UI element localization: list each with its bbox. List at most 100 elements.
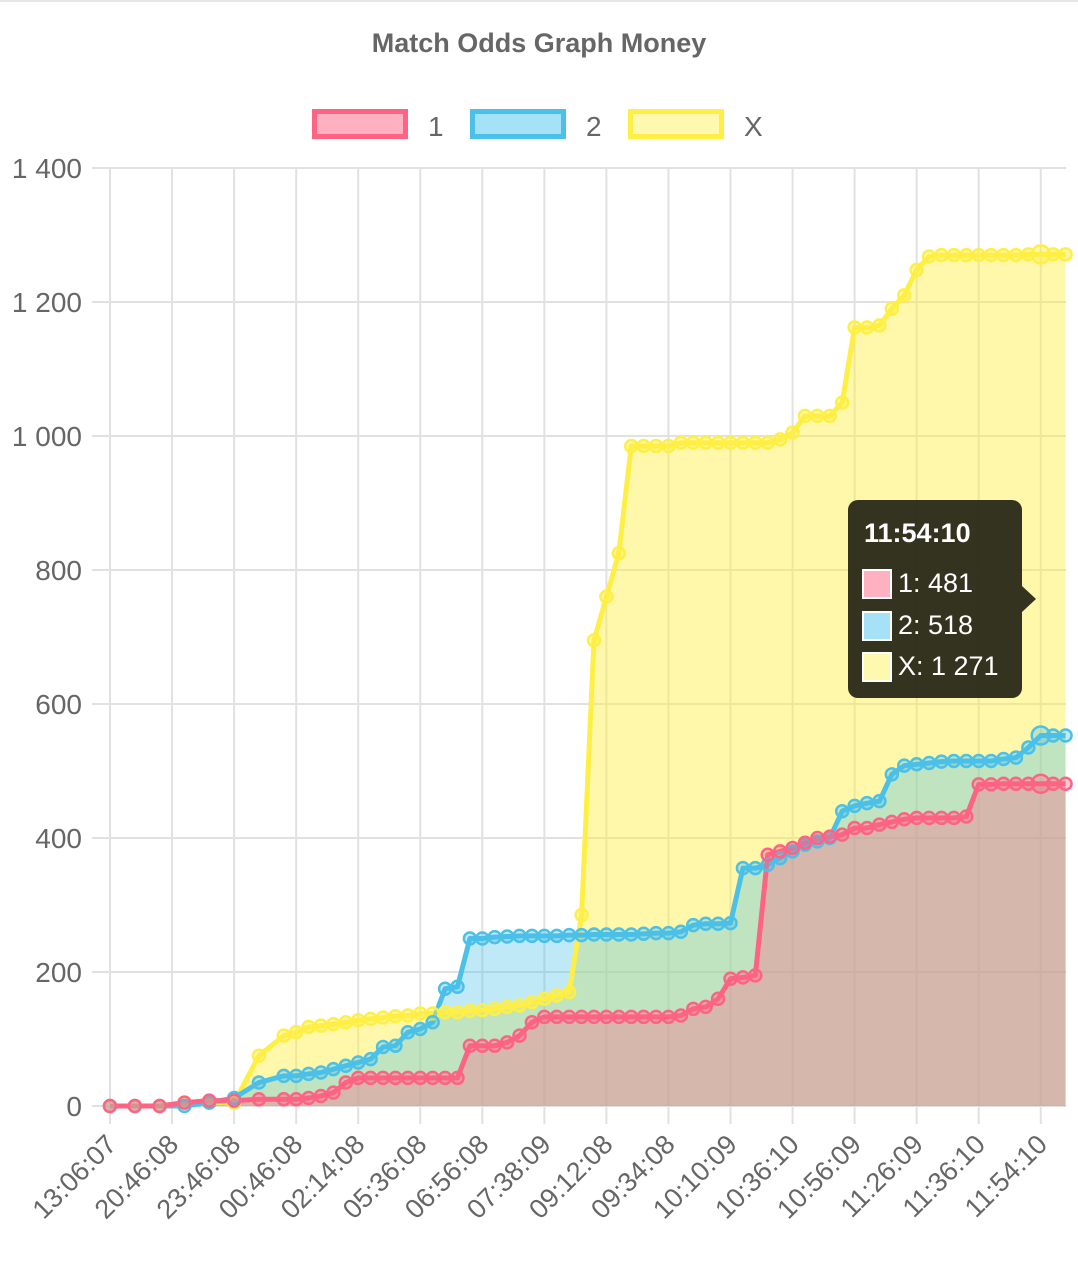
y-tick-label: 200 <box>35 957 82 988</box>
data-point-X <box>450 1004 465 1020</box>
legend-swatch-1 <box>312 109 408 139</box>
data-point-1 <box>785 840 800 856</box>
data-point-X <box>772 432 788 447</box>
data-point-X <box>847 320 862 335</box>
series-line-2 <box>110 732 1066 1109</box>
data-point-1 <box>499 1035 515 1050</box>
data-point-2 <box>698 916 713 932</box>
data-point-2 <box>599 927 614 942</box>
data-point-2 <box>251 1075 267 1090</box>
area-2 <box>110 735 1066 1106</box>
top-divider <box>0 0 1078 2</box>
data-point-2 <box>847 798 862 814</box>
data-point-1 <box>561 1009 577 1025</box>
data-point-X <box>822 408 838 424</box>
data-point-1 <box>772 844 788 859</box>
data-point-X <box>326 1017 341 1032</box>
data-point-1 <box>350 1070 366 1086</box>
tooltip-text-2: 2: 518 <box>898 610 974 640</box>
data-point-1 <box>512 1028 527 1043</box>
data-point-1 <box>313 1088 329 1104</box>
data-point-X <box>586 633 602 648</box>
data-point-2 <box>487 929 502 945</box>
data-point-X <box>400 1008 416 1023</box>
data-point-2 <box>648 925 664 941</box>
data-point-2 <box>499 929 515 944</box>
data-point-X <box>785 425 800 440</box>
data-point-2 <box>1030 725 1051 746</box>
grid <box>92 167 1066 1124</box>
y-tick-label: 0 <box>66 1091 82 1122</box>
data-point-X <box>363 1011 378 1027</box>
data-point-X <box>971 247 986 263</box>
data-point-1 <box>921 810 937 826</box>
data-point-X <box>723 435 738 450</box>
data-point-2 <box>760 857 775 873</box>
tooltip-text-1: 1: 481 <box>898 568 974 598</box>
data-point-1 <box>611 1009 627 1025</box>
data-point-2 <box>896 758 912 773</box>
data-point-X <box>301 1019 316 1035</box>
data-point-2 <box>884 767 900 782</box>
data-point-X <box>760 435 775 450</box>
data-point-X <box>499 999 515 1015</box>
data-point-2 <box>934 754 949 769</box>
y-tick-label: 800 <box>35 555 82 586</box>
data-point-1 <box>487 1038 502 1053</box>
data-point-2 <box>983 753 999 769</box>
data-point-1 <box>686 1001 701 1017</box>
data-point-X <box>1030 244 1051 265</box>
data-point-X <box>834 395 850 410</box>
area-1 <box>110 783 1066 1106</box>
data-point-2 <box>1058 728 1073 743</box>
tooltip-swatch-x <box>862 652 892 682</box>
data-point-1 <box>425 1070 440 1086</box>
data-point-X <box>313 1018 329 1033</box>
data-point-X <box>599 589 614 605</box>
data-point-1 <box>959 809 974 824</box>
data-point-X <box>537 991 552 1007</box>
data-point-1 <box>698 999 713 1015</box>
data-point-1 <box>859 820 875 836</box>
data-point-2 <box>450 979 465 994</box>
data-point-X <box>921 249 937 264</box>
data-point-X <box>859 320 875 335</box>
data-point-X <box>375 1010 391 1025</box>
data-point-X <box>524 994 540 1010</box>
series-areas <box>110 254 1066 1106</box>
data-point-1 <box>251 1092 267 1107</box>
data-point-2 <box>623 927 639 942</box>
data-point-2 <box>549 928 565 944</box>
data-point-X <box>748 435 763 450</box>
data-point-X <box>648 438 664 454</box>
data-point-2 <box>413 1021 428 1037</box>
data-point-X <box>388 1008 403 1024</box>
data-point-1 <box>288 1092 304 1107</box>
data-point-1 <box>574 1009 589 1025</box>
data-point-1 <box>375 1070 391 1086</box>
data-point-2 <box>524 928 540 944</box>
data-point-2 <box>971 753 986 769</box>
data-point-X <box>797 408 813 424</box>
data-point-X <box>872 318 887 333</box>
data-point-X <box>574 907 589 923</box>
data-point-1 <box>226 1093 242 1108</box>
data-point-2 <box>388 1038 403 1053</box>
data-point-1 <box>475 1038 490 1053</box>
data-point-1 <box>102 1098 118 1114</box>
y-tick-label: 1 400 <box>12 153 82 184</box>
data-point-1 <box>946 810 962 826</box>
y-axis-ticks: 0 200 400 600 800 1 000 1 200 1 400 <box>12 153 82 1122</box>
data-point-X <box>561 984 577 1000</box>
data-point-2 <box>872 793 887 809</box>
legend-label-x: X <box>744 111 763 142</box>
data-point-1 <box>202 1093 217 1108</box>
data-point-1 <box>1045 776 1061 791</box>
data-point-1 <box>400 1070 416 1086</box>
data-point-2 <box>673 924 689 940</box>
data-point-X <box>437 1004 453 1020</box>
data-point-1 <box>810 830 825 846</box>
data-point-X <box>288 1025 304 1040</box>
data-point-2 <box>537 928 552 944</box>
data-point-2 <box>735 860 751 876</box>
